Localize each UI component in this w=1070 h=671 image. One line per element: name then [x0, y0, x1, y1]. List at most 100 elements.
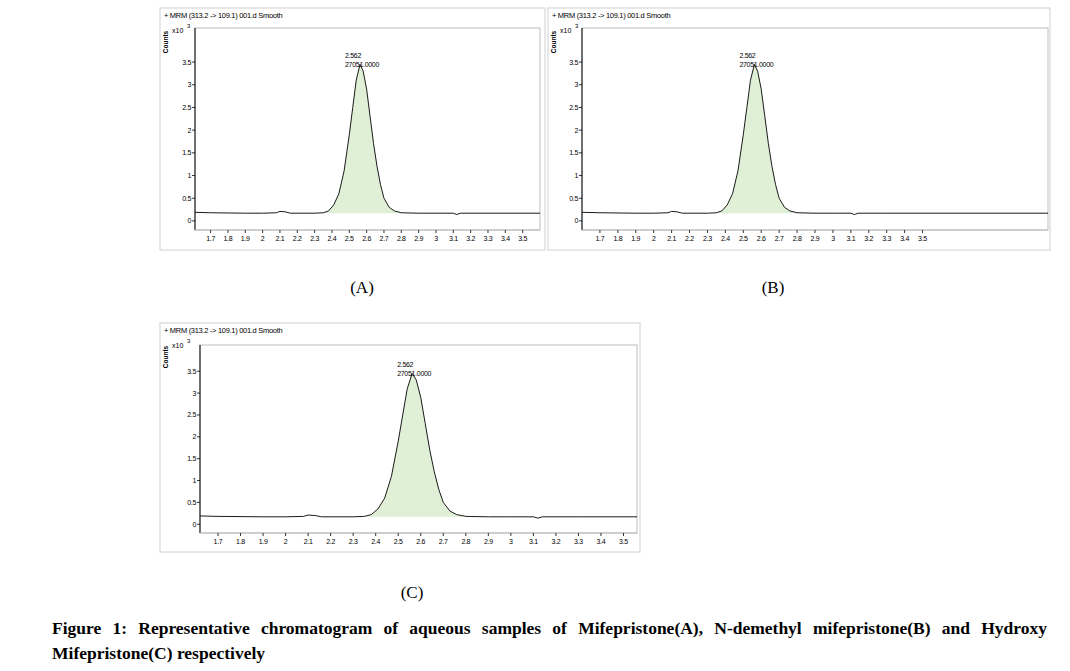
x-tick — [263, 533, 264, 536]
peak-label: 2.562 — [345, 52, 361, 59]
x-tick-label: 2.5 — [739, 235, 748, 242]
panel-frame — [548, 8, 1050, 250]
x-tick-label: 2.6 — [757, 235, 766, 242]
peak-label: 2.562 — [739, 52, 755, 59]
y-tick — [197, 480, 200, 481]
x-tick-label: 2.3 — [349, 538, 358, 545]
x-tick — [599, 230, 600, 233]
figure: + MRM (313.2 -> 109.1) 001.d SmoothCount… — [0, 0, 1070, 671]
x-tick — [653, 230, 654, 233]
x-tick — [420, 533, 421, 536]
y-tick-label: 3 — [192, 390, 196, 397]
y-tick — [192, 130, 195, 131]
x-tick-label: 2.7 — [439, 538, 448, 545]
x-tick — [366, 230, 367, 233]
x-tick-label: 2 — [652, 235, 656, 242]
peak-label: 27051.0000 — [345, 61, 379, 68]
x-tick — [331, 230, 332, 233]
x-tick — [401, 230, 402, 233]
x-tick — [707, 230, 708, 233]
x-tick — [868, 230, 869, 233]
y-tick — [192, 198, 195, 199]
y-tick — [197, 436, 200, 437]
x-tick-label: 3 — [434, 235, 438, 242]
x-tick-label: 2.9 — [811, 235, 820, 242]
x-tick — [797, 230, 798, 233]
y-tick-label: 0.5 — [182, 195, 191, 202]
y-exponent-base: x10 — [560, 27, 571, 34]
background — [0, 0, 1070, 671]
x-tick — [510, 533, 511, 536]
x-tick — [904, 230, 905, 233]
y-tick — [579, 107, 582, 108]
y-exponent: 3 — [187, 23, 191, 29]
caption: Figure 1: Representative chromatogram of… — [52, 616, 1047, 666]
x-tick-label: 2.8 — [461, 538, 470, 545]
x-tick — [761, 230, 762, 233]
x-tick — [743, 230, 744, 233]
x-tick-label: 1.8 — [236, 538, 245, 545]
peak-label: 27051.0000 — [397, 370, 431, 377]
x-tick-label: 3.4 — [597, 538, 606, 545]
y-tick — [192, 175, 195, 176]
plot-frame — [582, 28, 1048, 230]
peak-label: 27051.0000 — [739, 61, 773, 68]
x-tick-label: 2.1 — [304, 538, 313, 545]
x-tick — [353, 533, 354, 536]
x-tick — [522, 230, 523, 233]
x-tick-label: 3.3 — [882, 235, 891, 242]
peak-area — [707, 64, 815, 213]
x-tick-label: 2.4 — [371, 538, 380, 545]
x-tick — [330, 533, 331, 536]
y-tick — [579, 198, 582, 199]
y-tick-label: 1.5 — [569, 149, 578, 156]
x-tick-label: 3.1 — [846, 235, 855, 242]
x-tick-label: 3.1 — [449, 235, 458, 242]
y-tick-label: 3 — [574, 81, 578, 88]
y-tick-label: 0.5 — [187, 499, 196, 506]
x-tick — [297, 230, 298, 233]
x-tick-label: 3.1 — [529, 538, 538, 545]
x-tick-label: 3.2 — [864, 235, 873, 242]
y-axis-line — [200, 345, 201, 533]
x-tick — [671, 230, 672, 233]
y-tick-label: 1 — [187, 172, 191, 179]
chart-title: + MRM (313.2 -> 109.1) 001.d Smooth — [164, 11, 282, 20]
y-tick-label: 2.5 — [187, 411, 196, 418]
x-tick-label: 2.9 — [414, 235, 423, 242]
x-tick-label: 3 — [831, 235, 835, 242]
chart-title: + MRM (313.2 -> 109.1) 001.d Smooth — [552, 11, 670, 20]
panel-frame — [160, 323, 640, 552]
x-tick — [623, 533, 624, 536]
data-group — [200, 373, 637, 518]
x-tick — [886, 230, 887, 233]
x-tick — [617, 230, 618, 233]
x-tick — [453, 230, 454, 233]
x-tick-label: 2.4 — [328, 235, 337, 242]
y-tick — [579, 152, 582, 153]
y-exponent: 3 — [187, 338, 191, 344]
x-tick — [210, 230, 211, 233]
y-tick-label: 2.5 — [182, 104, 191, 111]
x-tick-label: 2.8 — [397, 235, 406, 242]
x-tick — [779, 230, 780, 233]
y-tick — [197, 502, 200, 503]
y-tick-label: 1 — [574, 172, 578, 179]
y-tick — [197, 414, 200, 415]
x-tick — [398, 533, 399, 536]
x-tick — [600, 533, 601, 536]
y-tick — [197, 393, 200, 394]
y-tick — [192, 152, 195, 153]
y-tick — [197, 371, 200, 372]
x-tick-label: 2.5 — [345, 235, 354, 242]
x-tick-label: 3.5 — [518, 235, 527, 242]
x-tick-label: 1.7 — [206, 235, 215, 242]
x-tick-label: 2.8 — [793, 235, 802, 242]
x-tick-label: 2.7 — [380, 235, 389, 242]
y-exponent: 3 — [575, 23, 579, 29]
x-tick-label: 1.7 — [214, 538, 223, 545]
x-tick-label: 3 — [509, 538, 513, 545]
panel-label: (C) — [401, 583, 424, 602]
y-tick — [579, 220, 582, 221]
y-tick — [579, 130, 582, 131]
